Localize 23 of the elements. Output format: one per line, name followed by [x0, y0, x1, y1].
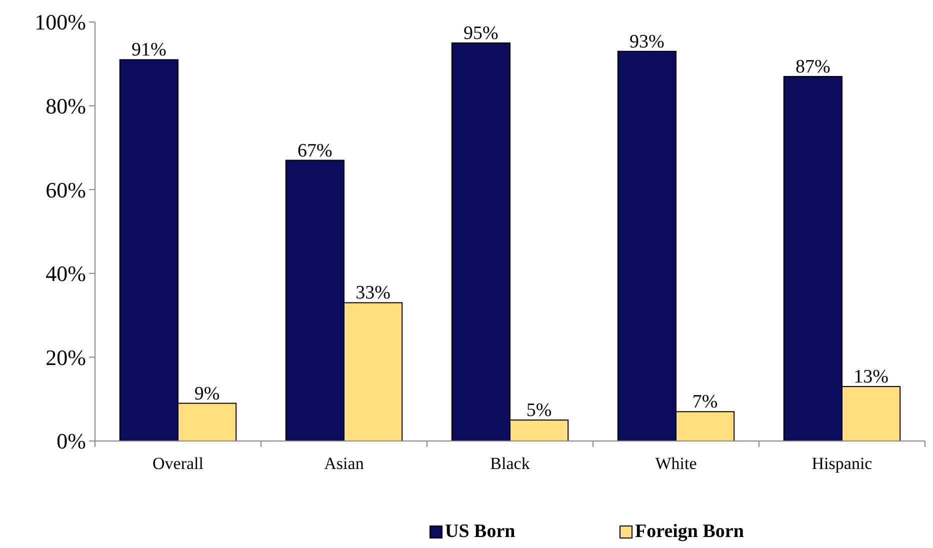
x-tick-label: White	[655, 454, 697, 473]
data-label: 7%	[692, 392, 718, 413]
y-tick-label: 60%	[46, 177, 86, 202]
y-tick-label: 80%	[46, 94, 86, 118]
x-tick-label: Asian	[324, 454, 364, 473]
data-label: 9%	[194, 383, 220, 404]
data-label: 13%	[854, 366, 889, 388]
data-label: 33%	[356, 282, 391, 304]
y-tick-label: 40%	[46, 261, 86, 286]
data-label: 93%	[630, 31, 665, 52]
y-tick-label: 0%	[56, 428, 86, 454]
legend-label: US Born	[445, 521, 516, 542]
y-tick-label: 100%	[34, 10, 86, 35]
data-label: 95%	[464, 22, 499, 44]
x-tick-label: Hispanic	[812, 454, 873, 473]
data-label: 87%	[796, 56, 831, 78]
data-label: 91%	[132, 40, 167, 61]
data-label: 67%	[298, 140, 333, 162]
x-tick-label: Black	[490, 454, 530, 473]
legend-label: Foreign Born	[635, 521, 744, 542]
data-label: 5%	[526, 400, 552, 422]
x-tick-label: Overall	[152, 454, 204, 473]
y-tick-label: 20%	[46, 344, 86, 370]
